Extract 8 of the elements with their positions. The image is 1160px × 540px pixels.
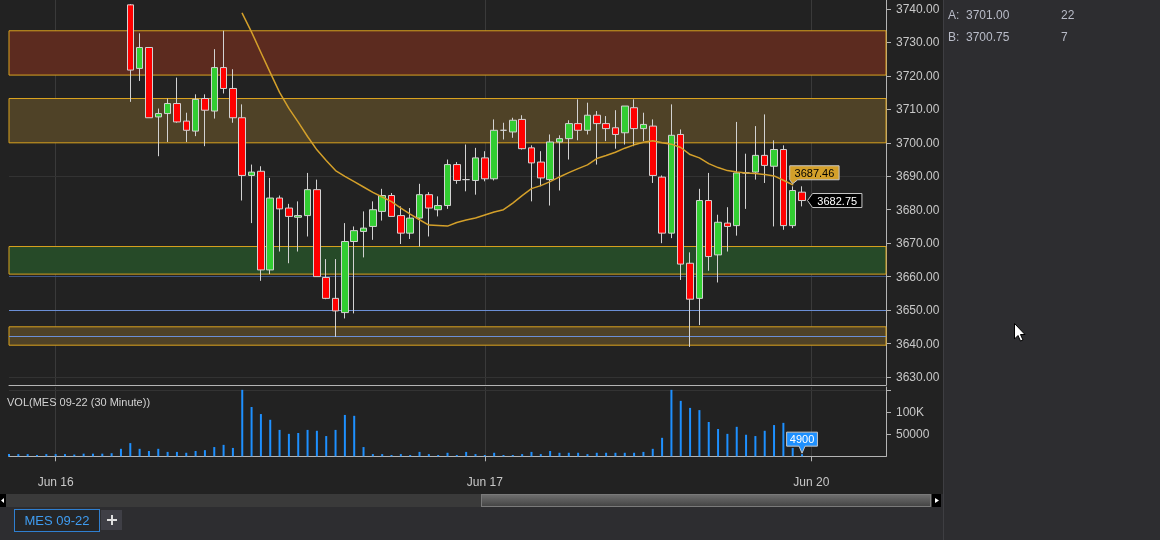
- text: 7: [1061, 29, 1069, 46]
- text: B:: [948, 29, 961, 46]
- text: 22: [1061, 7, 1075, 24]
- bar: [8, 454, 10, 457]
- text: A:: [948, 7, 961, 24]
- text: 3701.00: [966, 7, 1011, 24]
- bar: [17, 454, 20, 457]
- text: 3700.75: [966, 29, 1011, 46]
